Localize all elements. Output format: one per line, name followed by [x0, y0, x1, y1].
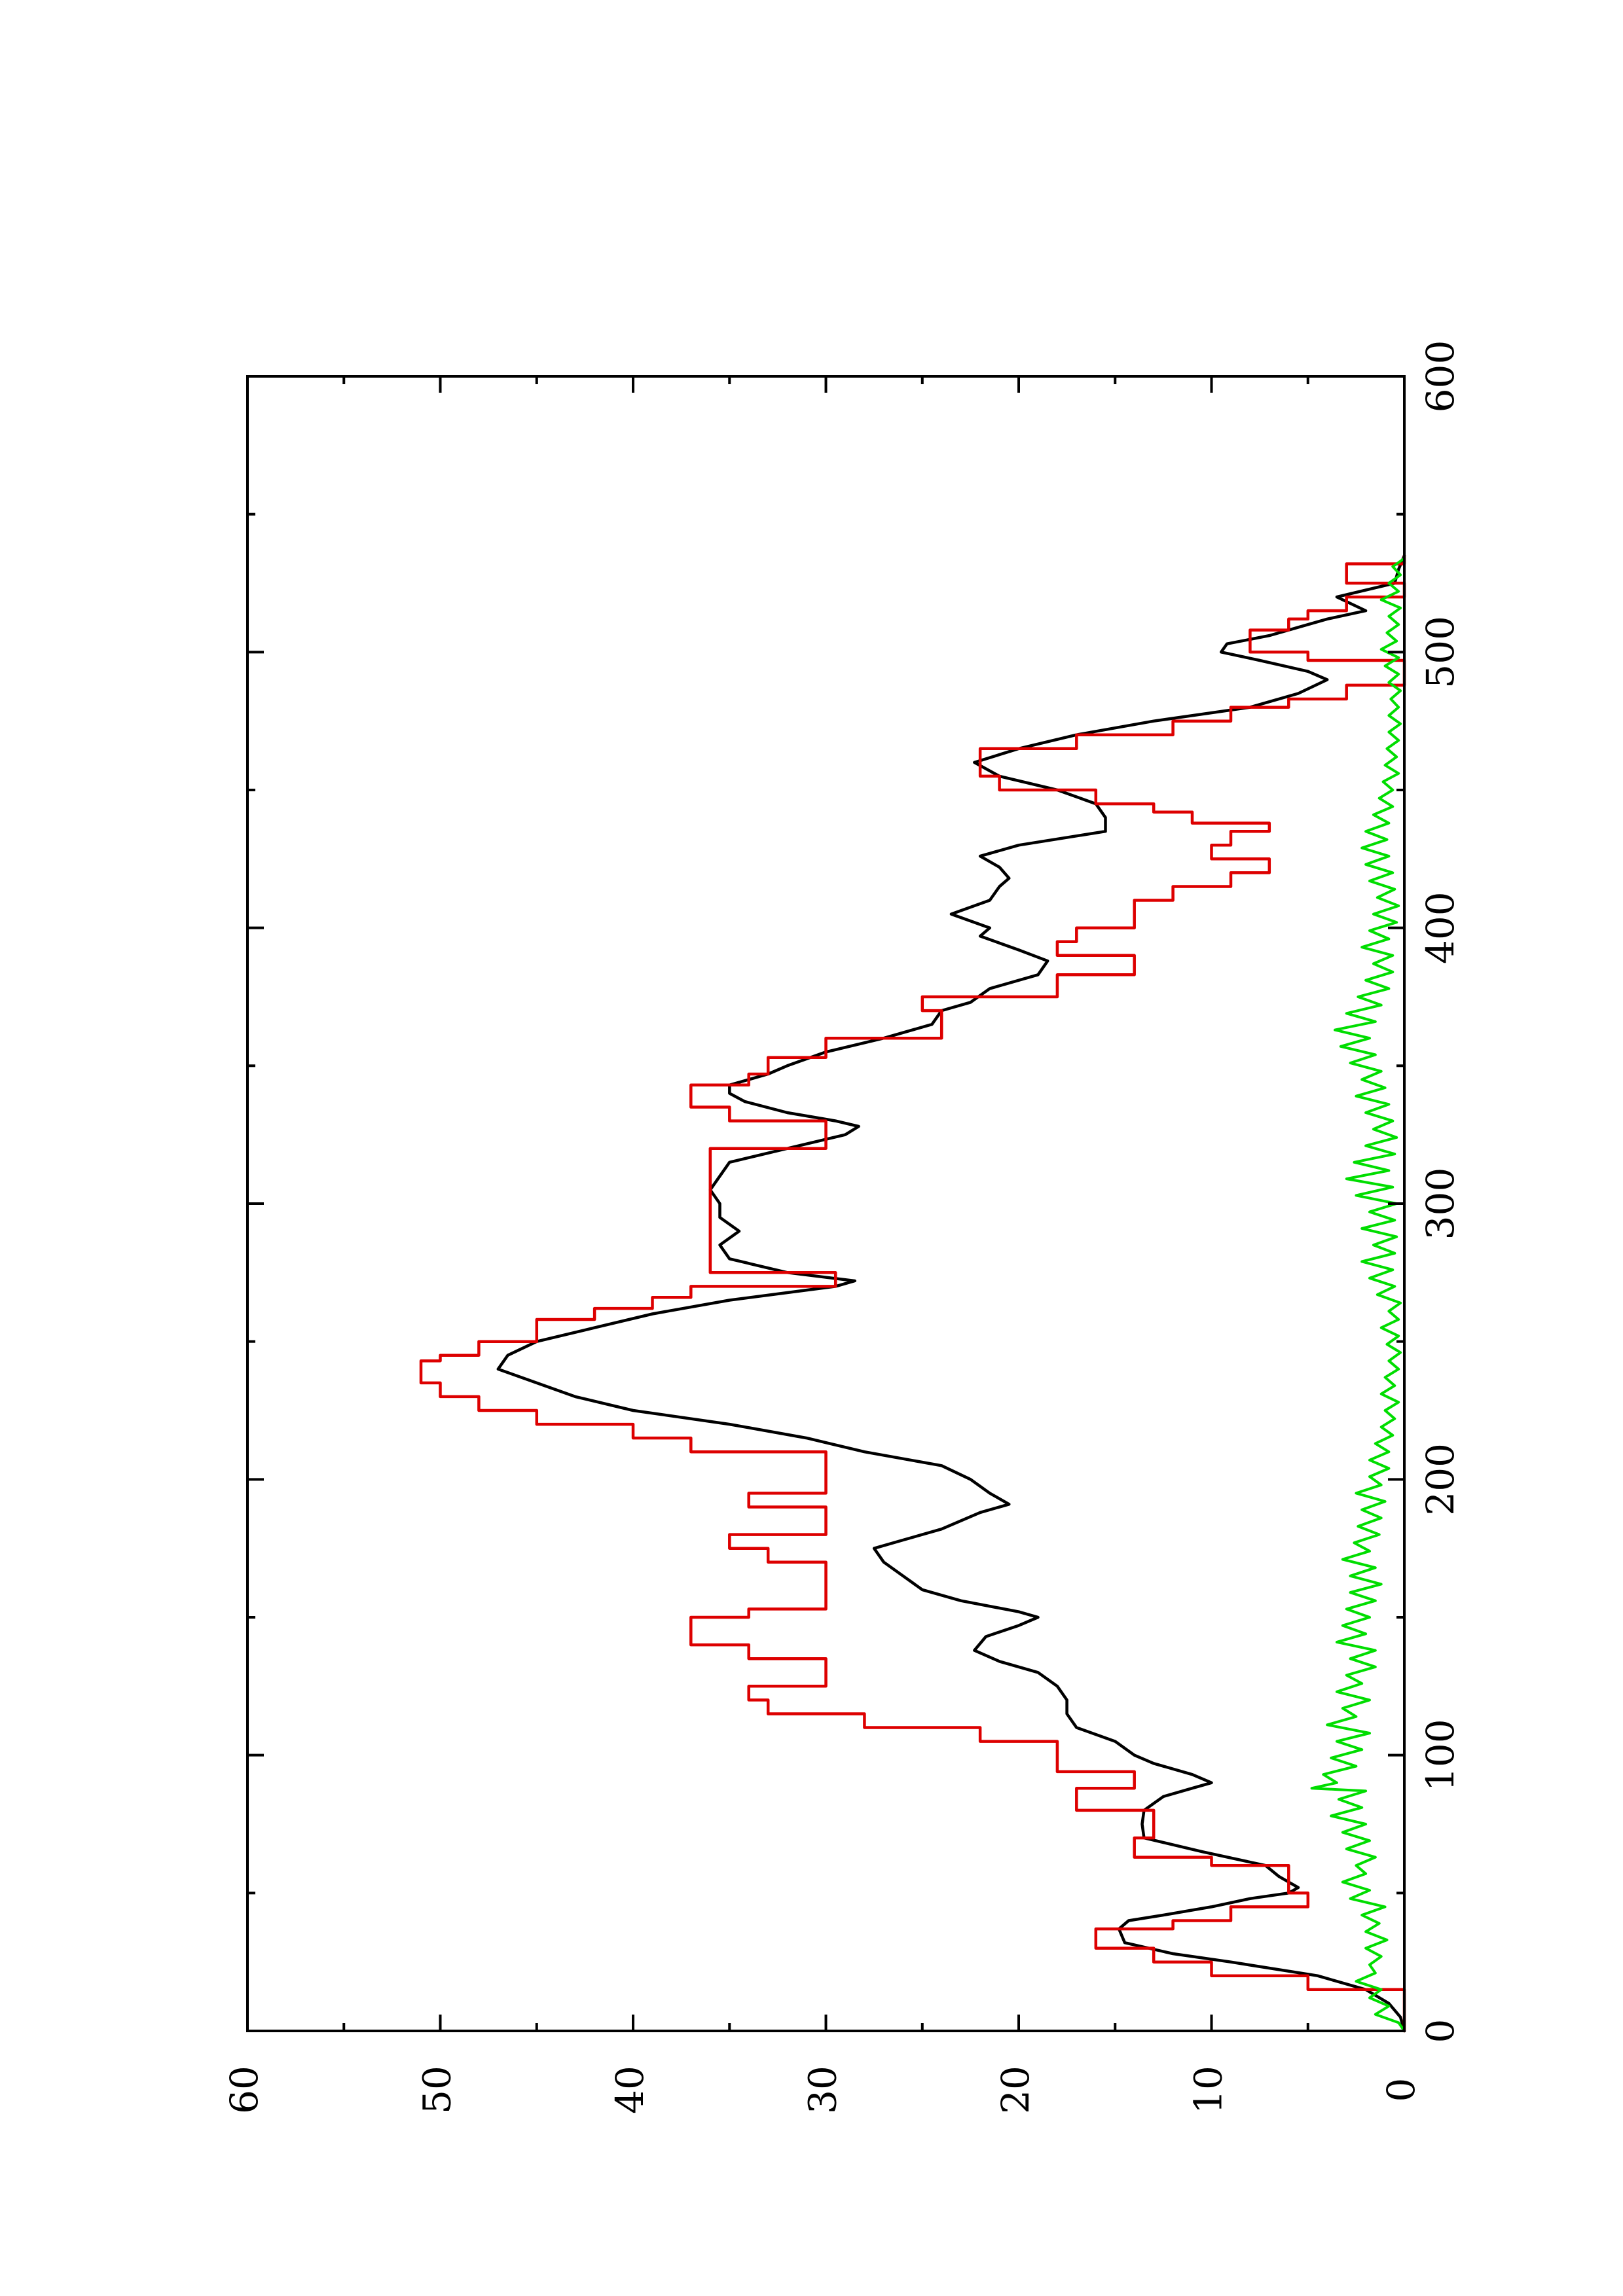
x-tick-label: 0	[1418, 2019, 1463, 2043]
x-tick-label: 300	[1418, 1168, 1463, 1240]
labels-layer: 0 100 200 300 400 500 600 0 10 20 30 40 50 60	[222, 340, 1463, 2114]
series-layer	[419, 554, 1406, 2033]
series-line-3	[1310, 557, 1406, 2032]
x-tick-label: 100	[1418, 1719, 1463, 1791]
y-tick-label: 10	[1186, 2066, 1231, 2114]
plot-frame	[246, 375, 1406, 2032]
y-tick-label: 60	[222, 2066, 266, 2114]
y-tick-label: 40	[608, 2066, 652, 2114]
x-tick-label: 400	[1418, 891, 1463, 964]
x-tick-label: 200	[1418, 1443, 1463, 1516]
x-tick-label: 600	[1418, 340, 1463, 413]
y-tick-label: 30	[801, 2066, 845, 2114]
y-tick-label: 50	[415, 2066, 460, 2114]
x-tick-label: 500	[1418, 616, 1463, 689]
y-tick-label: 20	[993, 2066, 1038, 2114]
y-tick-label: 0	[1379, 2078, 1423, 2102]
series-line-2	[419, 554, 1406, 2033]
ticks-layer	[246, 375, 1406, 2032]
series-line-1	[496, 554, 1406, 2033]
